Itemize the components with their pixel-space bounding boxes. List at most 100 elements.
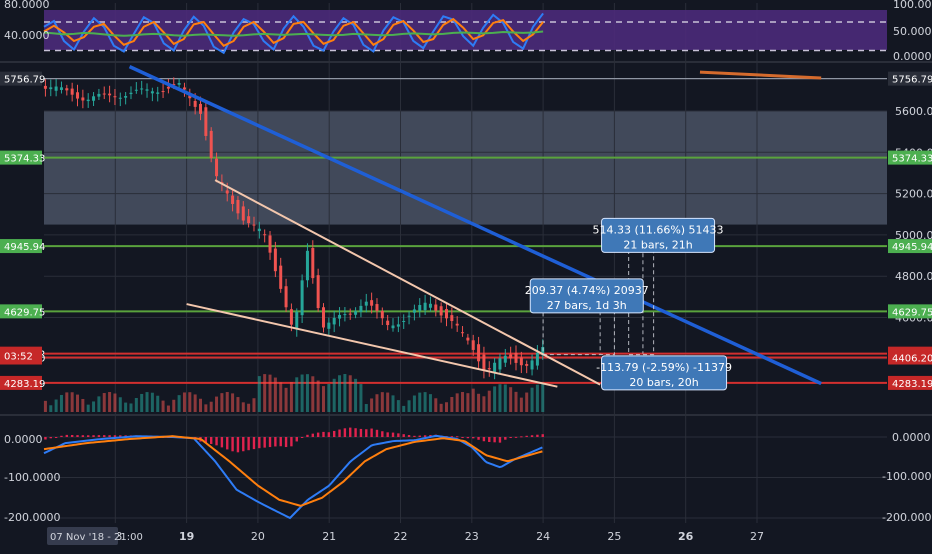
volume-bar xyxy=(412,395,416,412)
right-price-tag xyxy=(888,239,932,254)
macd-histogram-bar xyxy=(274,437,277,447)
volume-bar xyxy=(172,399,176,412)
candle-body xyxy=(530,360,534,370)
candle-body xyxy=(439,306,443,316)
macd-histogram-bar xyxy=(226,437,229,450)
macd-histogram-bar xyxy=(209,437,213,444)
volume-bar xyxy=(97,396,101,412)
volume-bar xyxy=(263,374,267,412)
candle-body xyxy=(455,323,459,326)
right-price-tag-text: 4945.94 xyxy=(892,242,932,253)
volume-bar xyxy=(199,398,203,412)
footer-date-label: 07 Nov '18 - 21:00 xyxy=(50,532,143,543)
candle-body xyxy=(182,87,186,90)
macd-histogram-bar xyxy=(455,436,459,438)
candle-body xyxy=(225,190,229,194)
left-price-tag-text: 5374.33 xyxy=(4,154,45,165)
volume-bar xyxy=(289,382,293,412)
lower-wedge-line xyxy=(186,303,558,388)
x-axis-tick: 23 xyxy=(465,530,479,543)
volume-bar xyxy=(541,384,545,412)
macd-histogram-bar xyxy=(252,437,256,450)
candle-body xyxy=(396,324,400,327)
volume-bar xyxy=(241,402,245,412)
candle-body xyxy=(338,314,342,319)
volume-bar xyxy=(188,392,192,412)
price-axis-tick: 5200.00 xyxy=(895,188,932,201)
macd-histogram-bar xyxy=(461,437,464,438)
stoch-series-line xyxy=(43,30,544,37)
right-price-tag-text: 4406.20 xyxy=(892,354,932,365)
macd-histogram-bar xyxy=(258,437,261,449)
macd-histogram-bar xyxy=(498,437,502,443)
volume-bar xyxy=(423,392,427,412)
volume-bar xyxy=(396,400,400,412)
candle-body xyxy=(418,305,422,311)
candle-body xyxy=(150,91,154,94)
left-price-tag xyxy=(0,71,42,86)
macd-right-tick-3: -200.0000 xyxy=(882,511,932,524)
candle-body xyxy=(327,322,331,329)
macd-left-tick-1: 0.0000 xyxy=(4,433,43,446)
x-axis-tick: 21 xyxy=(322,530,336,543)
volume-bar xyxy=(530,387,534,412)
volume-bar xyxy=(311,376,315,412)
volume-bar xyxy=(503,384,507,412)
measurement-line1-2: 209.37 (4.74%) 20937 xyxy=(525,284,649,297)
right-price-tag xyxy=(888,375,932,390)
macd-histogram-bar xyxy=(418,435,421,437)
macd-histogram-bar xyxy=(87,435,90,437)
macd-histogram-bar xyxy=(263,437,266,448)
measurement-box-3 xyxy=(601,355,728,391)
stoch-right-tick-1: 100.0000 xyxy=(893,0,932,11)
candle-body xyxy=(108,93,112,96)
macd-histogram-bar xyxy=(493,437,496,443)
candle-body xyxy=(311,247,315,279)
macd-histogram-bar xyxy=(103,435,106,437)
volume-bar xyxy=(247,403,251,412)
candle-body xyxy=(188,95,192,99)
candle-body xyxy=(247,216,251,224)
candle-body xyxy=(509,354,513,359)
candle-body xyxy=(124,96,128,98)
candle-body xyxy=(503,355,507,363)
volume-bar xyxy=(268,374,272,412)
right-price-tag xyxy=(888,350,932,365)
candle-body xyxy=(364,301,368,306)
candle-body xyxy=(525,364,529,366)
candle-body xyxy=(434,304,438,311)
volume-bar xyxy=(257,376,261,412)
volume-bar xyxy=(332,378,336,412)
volume-bar xyxy=(327,383,331,412)
candle-body xyxy=(43,85,47,89)
measurement-line2-1: 21 bars, 21h xyxy=(623,238,692,251)
candle-body xyxy=(375,304,379,311)
candle-body xyxy=(199,103,203,114)
volume-bar xyxy=(156,395,160,412)
volume-bar xyxy=(535,384,539,412)
major-downtrend-line xyxy=(128,65,822,386)
macd-histogram-bar xyxy=(375,429,379,437)
macd-histogram-bar xyxy=(220,437,224,448)
macd-histogram-bar xyxy=(520,436,523,438)
macd-histogram-bar xyxy=(97,435,101,437)
volume-bar xyxy=(49,405,53,412)
volume-bar xyxy=(284,387,288,412)
candle-body xyxy=(407,315,411,317)
signal-line xyxy=(43,435,543,507)
candle-body xyxy=(273,248,277,272)
volume-bar xyxy=(134,397,138,412)
candle-body xyxy=(161,91,165,93)
candle-body xyxy=(70,88,74,95)
volume-bar xyxy=(140,393,144,412)
right-price-tag-text: 5756.79 xyxy=(892,75,932,86)
measurement-line2-2: 27 bars, 1d 3h xyxy=(547,299,627,312)
resistance-zone xyxy=(44,111,887,225)
candle-body xyxy=(370,300,374,306)
macd-histogram-bar xyxy=(279,437,282,447)
volume-bar xyxy=(279,382,283,412)
volume-bar xyxy=(359,384,363,412)
macd-histogram-bar xyxy=(359,428,363,437)
